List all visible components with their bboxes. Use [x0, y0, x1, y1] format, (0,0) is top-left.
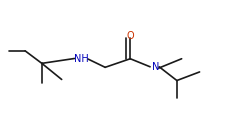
Text: NH: NH	[74, 54, 89, 64]
Text: N: N	[152, 62, 159, 72]
Text: O: O	[126, 31, 134, 41]
